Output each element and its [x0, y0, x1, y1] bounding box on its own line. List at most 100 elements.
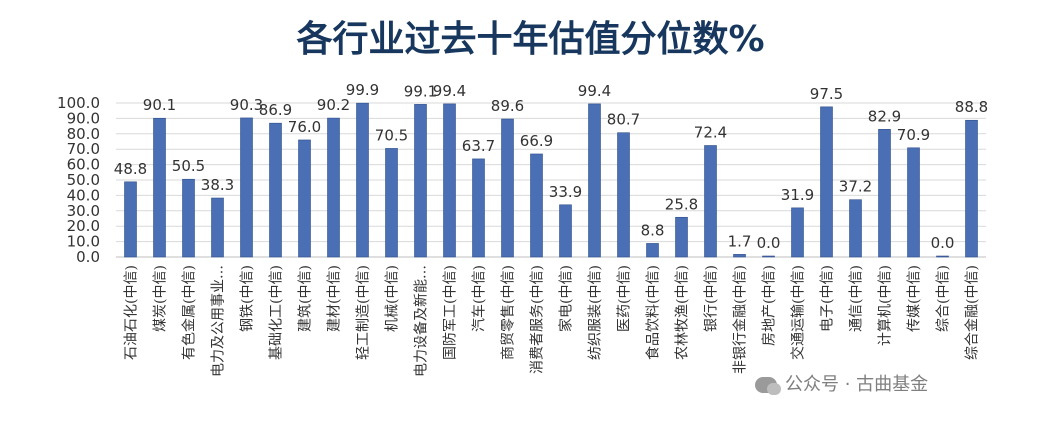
data-label: 31.9 — [781, 186, 814, 204]
bar — [675, 216, 688, 258]
bar — [936, 255, 949, 258]
data-label: 8.8 — [641, 221, 665, 239]
data-label: 80.7 — [607, 111, 640, 129]
bar — [356, 102, 369, 258]
category-label: 国防军工(中信) — [443, 265, 459, 360]
bar — [472, 158, 485, 258]
bar — [385, 148, 398, 258]
category-label: 汽车(中信) — [471, 265, 488, 332]
y-tick-label: 80.0 — [67, 125, 100, 143]
chart-title: 各行业过去十年估值分位数% — [296, 19, 765, 60]
bar — [327, 117, 340, 258]
data-label: 25.8 — [665, 195, 698, 213]
category-label: 通信(中信) — [849, 265, 865, 332]
category-label: 食品饮料(中信) — [645, 265, 662, 360]
bar — [501, 118, 514, 258]
y-tick-label: 40.0 — [67, 186, 100, 204]
category-label: 建材(中信) — [327, 265, 343, 332]
data-label: 90.1 — [143, 96, 176, 114]
data-label: 99.4 — [433, 82, 466, 100]
bar — [965, 119, 978, 258]
category-label: 电力及公用事业… — [211, 265, 227, 377]
category-label: 综合金融(中信) — [965, 265, 981, 360]
category-label: 轻工制造(中信) — [356, 265, 372, 360]
category-label: 农林牧渔(中信) — [675, 265, 691, 360]
bar — [153, 117, 166, 258]
category-label: 综合(中信) — [936, 265, 952, 332]
data-label: 90.2 — [317, 96, 350, 114]
bar — [269, 122, 282, 258]
data-label: 38.3 — [201, 176, 234, 194]
bar — [443, 103, 456, 258]
y-tick-label: 70.0 — [67, 140, 100, 158]
data-label: 70.9 — [897, 126, 930, 144]
category-label: 有色金属(中信) — [181, 265, 198, 360]
data-label: 0.0 — [757, 234, 781, 252]
category-label: 纺织服装(中信) — [588, 265, 604, 360]
bar — [849, 199, 862, 258]
watermark: 公众号 · 古曲基金 — [755, 370, 928, 396]
bar — [617, 132, 630, 258]
bar — [878, 129, 891, 258]
bar — [704, 145, 717, 258]
y-tick-label: 50.0 — [67, 171, 100, 189]
data-label: 99.4 — [578, 82, 611, 100]
category-label: 石油石化(中信) — [124, 265, 140, 360]
category-label: 传媒(中信) — [907, 265, 923, 332]
data-label: 33.9 — [549, 183, 582, 201]
bar — [530, 153, 543, 258]
category-label: 电力设备及新能… — [413, 265, 430, 377]
data-label: 63.7 — [462, 137, 495, 155]
data-label: 90.3 — [230, 96, 263, 114]
category-label: 交通运输(中信) — [790, 265, 807, 360]
y-tick-label: 60.0 — [67, 156, 100, 174]
y-tick-label: 0.0 — [76, 248, 100, 266]
data-label: 1.7 — [728, 232, 752, 250]
data-label: 99.1 — [404, 82, 437, 100]
bar — [646, 243, 659, 258]
data-label: 37.2 — [839, 178, 872, 196]
category-label: 计算机(中信) — [878, 265, 894, 346]
data-label: 76.0 — [288, 118, 321, 136]
data-label: 50.5 — [172, 157, 205, 175]
category-label: 消费者服务(中信) — [530, 265, 546, 374]
category-label: 医药(中信) — [617, 265, 633, 332]
data-label: 99.9 — [346, 81, 379, 99]
data-label: 72.4 — [694, 124, 727, 142]
y-tick-label: 10.0 — [67, 233, 100, 251]
bar — [588, 103, 601, 258]
bar — [211, 197, 224, 258]
category-label: 煤炭(中信) — [153, 265, 169, 332]
wechat-icon — [755, 377, 781, 395]
bar — [733, 254, 746, 258]
y-tick-label: 30.0 — [67, 202, 100, 220]
category-label: 钢铁(中信) — [240, 265, 256, 332]
bar — [762, 255, 775, 258]
bar — [907, 147, 920, 258]
data-label: 82.9 — [868, 107, 901, 125]
y-tick-label: 100.0 — [57, 94, 100, 112]
category-label: 基础化工(中信) — [268, 265, 285, 360]
bar — [240, 117, 253, 258]
data-label: 97.5 — [810, 85, 843, 103]
data-label: 48.8 — [114, 160, 147, 178]
data-label: 89.6 — [491, 97, 524, 115]
data-label: 0.0 — [931, 234, 955, 252]
category-label: 房地产(中信) — [762, 265, 778, 346]
bar — [559, 204, 572, 258]
bar — [298, 139, 311, 258]
category-label: 机械(中信) — [385, 265, 401, 332]
category-label: 银行(中信) — [704, 265, 720, 332]
bar — [414, 104, 427, 258]
watermark-text: 公众号 · 古曲基金 — [785, 374, 929, 395]
category-label: 电子(中信) — [820, 265, 836, 332]
data-label: 86.9 — [259, 101, 292, 119]
y-tick-label: 20.0 — [67, 217, 100, 235]
bar — [791, 207, 804, 258]
bar — [820, 106, 833, 258]
category-label: 非银行金融(中信) — [733, 265, 749, 374]
bar — [182, 178, 195, 258]
data-label: 70.5 — [375, 126, 408, 144]
bar — [124, 181, 137, 258]
category-label: 家电(中信) — [558, 265, 575, 332]
